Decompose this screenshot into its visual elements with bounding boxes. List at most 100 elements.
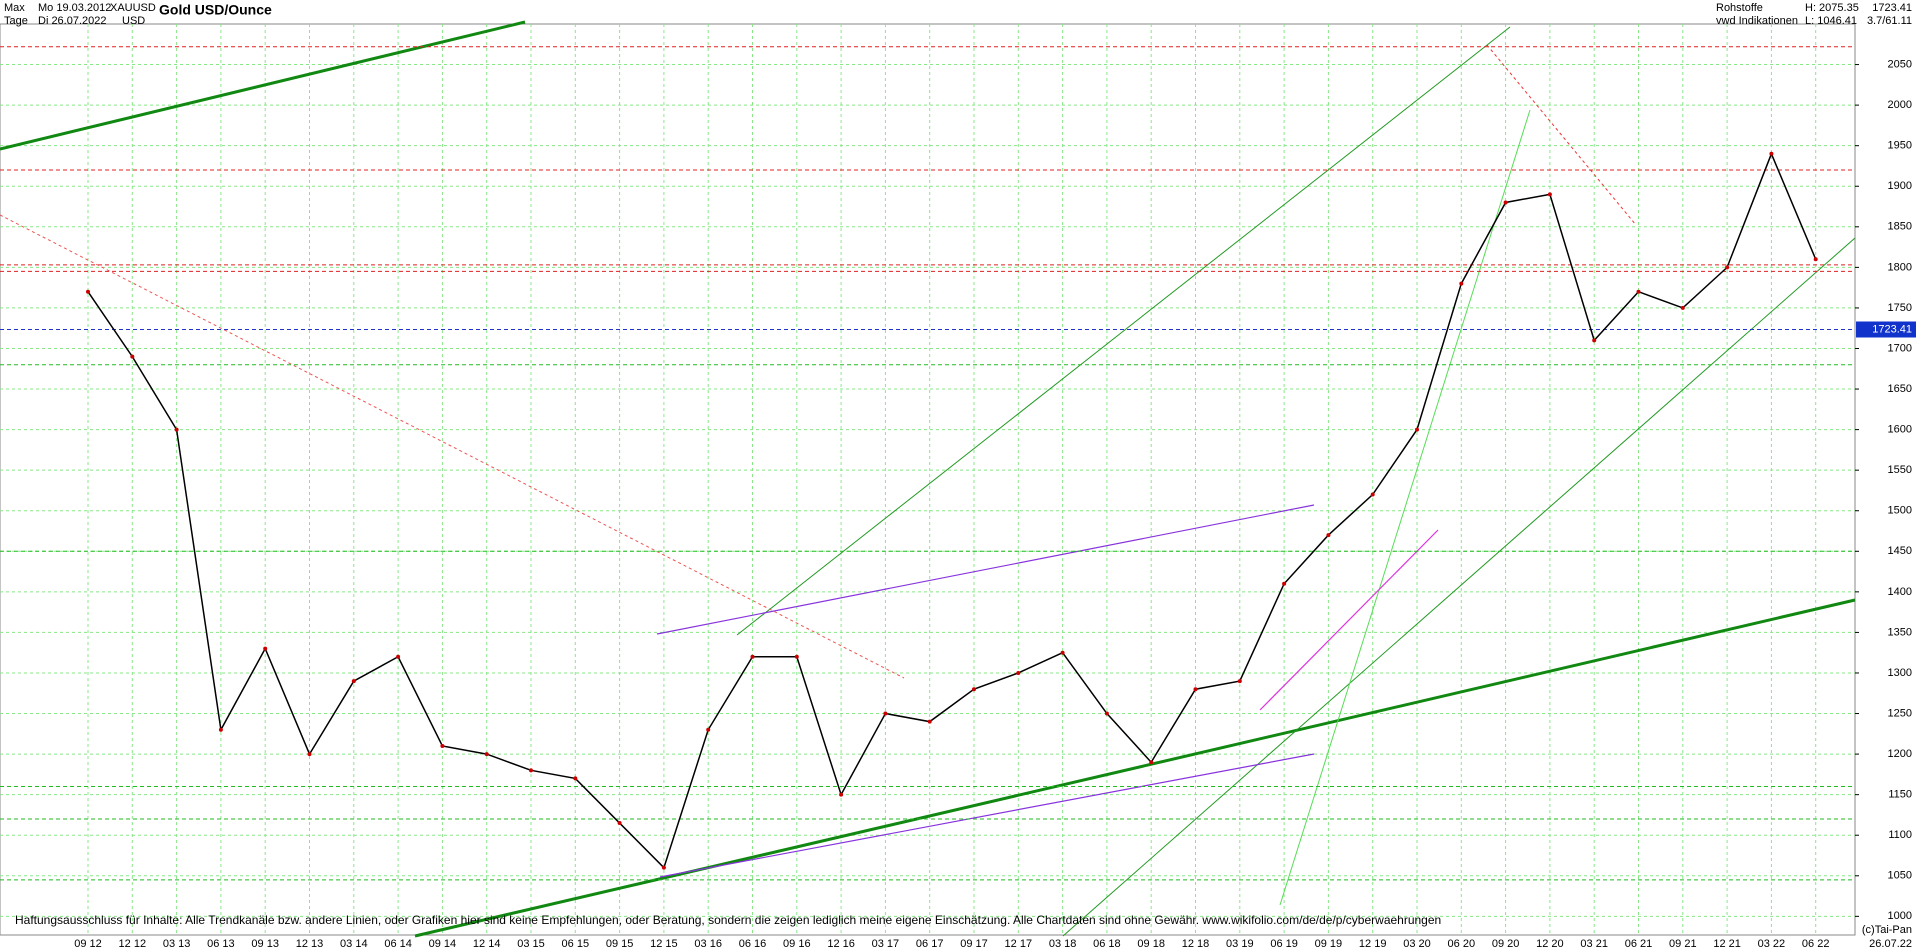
range[interactable]: Max (4, 2, 25, 14)
price-point (1060, 650, 1065, 655)
price-point (794, 654, 799, 659)
x-tick-label: 06 20 (1448, 938, 1476, 950)
currency: USD (122, 15, 145, 27)
price-point (396, 654, 401, 659)
y-tick-label: 1350 (1888, 626, 1912, 638)
price-point (263, 646, 268, 651)
source: vwd Indikationen (1716, 15, 1798, 27)
price-point (661, 865, 666, 870)
x-tick-label: 06 14 (384, 938, 412, 950)
y-tick-label: 1850 (1888, 221, 1912, 233)
y-tick-label: 2000 (1888, 99, 1912, 111)
x-tick-label: 09 19 (1315, 938, 1343, 950)
x-tick-label: 03 17 (872, 938, 900, 950)
price-line (87, 151, 1817, 870)
trendline (0, 214, 905, 679)
price-point (706, 727, 711, 732)
trendline (1279, 109, 1531, 906)
price-point (174, 427, 179, 432)
x-tick-label: 09 12 (74, 938, 102, 950)
x-tick-label: 06 22 (1802, 938, 1830, 950)
high: H: 2075.35 (1805, 2, 1859, 14)
x-tick-label: 09 20 (1492, 938, 1520, 950)
x-tick-label: 06 21 (1625, 938, 1653, 950)
x-tick-label: 03 14 (340, 938, 368, 950)
plot-area (0, 23, 1856, 936)
price-point (484, 752, 489, 757)
last-price-label: 1723.41 (1872, 323, 1912, 335)
period[interactable]: Tage (4, 15, 28, 27)
x-tick-label: 03 19 (1226, 938, 1254, 950)
y-tick-label: 1450 (1888, 545, 1912, 557)
start-date: Mo 19.03.2012 (38, 2, 111, 14)
x-tick-label: 03 18 (1049, 938, 1077, 950)
x-tick-label: 03 22 (1758, 938, 1786, 950)
x-tick-label: 06 16 (739, 938, 767, 950)
category: Rohstoffe (1716, 2, 1763, 14)
trendline (0, 20, 526, 151)
y-tick-label: 1500 (1888, 505, 1912, 517)
price-point (1503, 200, 1508, 205)
x-tick-label: 12 19 (1359, 938, 1387, 950)
x-tick-label: 03 16 (694, 938, 722, 950)
price-point (1813, 257, 1818, 262)
price-point (1370, 492, 1375, 497)
y-tick-label: 1050 (1888, 870, 1912, 882)
price-point (307, 752, 312, 757)
x-tick-label: 09 14 (429, 938, 457, 950)
x-tick-label: 12 18 (1182, 938, 1210, 950)
y-tick-label: 1650 (1888, 383, 1912, 395)
y-tick-label: 1600 (1888, 424, 1912, 436)
trendline (1062, 237, 1856, 937)
y-tick-label: 1700 (1888, 342, 1912, 354)
x-tick-label: 12 13 (296, 938, 324, 950)
end-date: Di 26.07.2022 (38, 15, 107, 27)
price-point (1459, 281, 1464, 286)
chart-title: Gold USD/Ounce (159, 2, 272, 18)
price-point (529, 768, 533, 773)
x-tick-label: 06 17 (916, 938, 944, 950)
x-tick-label: 12 20 (1536, 938, 1564, 950)
x-tick-label: 03 20 (1403, 938, 1431, 950)
x-tick-label: 09 18 (1137, 938, 1165, 950)
y-tick-label: 2050 (1888, 58, 1912, 70)
disclaimer: Haftungsausschluss für Inhalte: Alle Tre… (15, 913, 1441, 927)
last-price-box (1856, 321, 1916, 338)
last-price: 1723.41 (1872, 2, 1912, 14)
copyright: (c)Tai-Pan (1862, 924, 1912, 936)
x-tick-label: 12 16 (827, 938, 855, 950)
price-point (1282, 581, 1287, 586)
price-point (440, 743, 445, 748)
price-point (1547, 192, 1552, 197)
trendlines (0, 20, 1856, 938)
x-tick-label: 03 21 (1580, 938, 1608, 950)
y-tick-label: 1150 (1888, 789, 1912, 801)
y-tick-label: 1200 (1888, 748, 1912, 760)
price-point (1016, 670, 1021, 675)
price-point (1680, 305, 1685, 310)
price-point (972, 687, 976, 692)
trendline (1259, 529, 1439, 711)
trendline (736, 26, 1511, 636)
y-tick-label: 1750 (1888, 302, 1912, 314)
x-tick-label: 09 13 (251, 938, 279, 950)
price-point (1237, 679, 1242, 684)
price-point (750, 654, 755, 659)
x-tick-label: 09 16 (783, 938, 811, 950)
x-tick-label: 03 15 (517, 938, 545, 950)
price-point (351, 679, 356, 684)
y-tick-label: 1900 (1888, 180, 1912, 192)
trendline (1486, 44, 1637, 226)
price-point (927, 719, 932, 724)
y-tick-label: 1300 (1888, 667, 1912, 679)
y-tick-label: 1950 (1888, 140, 1912, 152)
y-tick-label: 1800 (1888, 261, 1912, 273)
price-point (1326, 533, 1331, 538)
x-tick-label: 06 13 (207, 938, 235, 950)
x-tick-label: 12 12 (119, 938, 147, 950)
x-tick-label: 12 17 (1005, 938, 1033, 950)
x-tick-label: 06 15 (562, 938, 590, 950)
y-tick-label: 1550 (1888, 464, 1912, 476)
